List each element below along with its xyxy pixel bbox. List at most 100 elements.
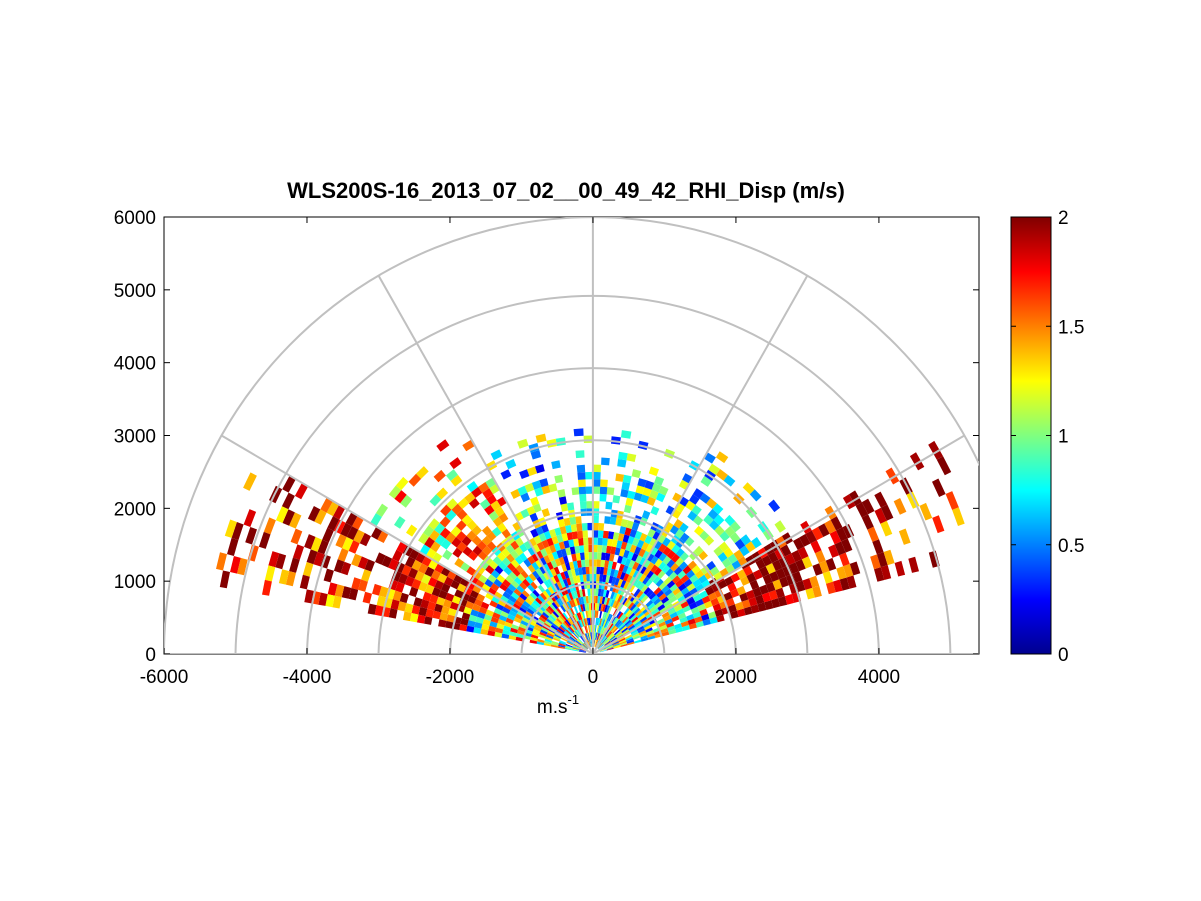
radar-cell (617, 594, 623, 603)
radar-cell (243, 472, 257, 491)
radar-cell (579, 650, 586, 653)
radar-cell (547, 605, 555, 613)
radar-cell (545, 636, 553, 641)
radar-cell (370, 513, 382, 527)
radar-cell (605, 552, 611, 561)
radar-cell (541, 524, 549, 533)
radar-cell (597, 633, 602, 641)
radar-cell (454, 557, 465, 568)
radar-cell (679, 616, 688, 624)
radar-cell (686, 597, 696, 606)
radar-cell (533, 626, 542, 632)
radar-cell (351, 553, 362, 567)
radar-cell (631, 605, 639, 613)
radar-cell (593, 624, 596, 633)
radar-cell (752, 587, 762, 598)
radar-cell (554, 619, 562, 626)
radar-cell (932, 515, 945, 534)
radar-cell (623, 581, 630, 590)
radar-cell (424, 566, 435, 577)
radar-cell (626, 611, 634, 618)
radar-cell (712, 503, 724, 515)
radar-cell (394, 516, 406, 529)
radar-cell (666, 580, 676, 589)
radar-cell (420, 599, 430, 609)
radar-cell (603, 620, 609, 628)
radar-cell (585, 566, 590, 575)
radar-cell (649, 537, 658, 547)
radar-cell (658, 593, 667, 601)
radar-cell (638, 614, 646, 621)
radar-cell (677, 570, 686, 580)
radar-cell (348, 540, 360, 554)
radar-cell (596, 617, 600, 626)
radar-cell (427, 601, 437, 611)
radar-cell (508, 610, 517, 618)
radar-cell (633, 492, 643, 502)
radar-cell (627, 551, 634, 560)
radar-cell (551, 460, 561, 470)
radar-cell (556, 534, 564, 543)
radar-cell (416, 614, 426, 624)
radar-cell (619, 571, 626, 580)
radar-cell (585, 625, 589, 633)
radar-cell (655, 600, 664, 608)
radar-cell (703, 514, 714, 526)
radar-cell (441, 583, 451, 593)
radar-cell (495, 603, 505, 611)
radar-cell (662, 546, 672, 556)
radar-cell (304, 534, 316, 550)
radar-cell (740, 576, 750, 586)
radar-cell (304, 589, 314, 604)
radar-cell (567, 569, 573, 578)
radar-cell (572, 645, 580, 649)
radar-cell (586, 603, 590, 611)
radar-cell (601, 627, 605, 635)
y-tick-label: 1000 (114, 572, 156, 593)
radar-cell (532, 503, 542, 513)
radar-cell (530, 581, 538, 590)
radar-cell (623, 598, 630, 607)
azimuth-spoke (377, 275, 594, 654)
radar-cell (461, 612, 471, 621)
radar-cell (477, 611, 486, 619)
radar-cell (557, 627, 565, 634)
radar-cell (867, 526, 879, 542)
radar-cell (570, 635, 577, 641)
radar-cell (262, 579, 272, 596)
radar-cell (619, 639, 627, 644)
radar-cell (723, 547, 734, 558)
radar-cell (579, 545, 585, 553)
radar-cell (565, 644, 573, 648)
radar-cell (611, 561, 617, 570)
radar-cell (641, 510, 651, 520)
radar-cell (547, 630, 555, 636)
radar-cell (772, 579, 783, 590)
radar-cell (530, 637, 538, 642)
radar-cell (551, 535, 559, 545)
radar-cell (361, 569, 372, 582)
radar-cell (595, 617, 598, 626)
radar-cell (511, 624, 519, 630)
radar-cell (599, 648, 607, 652)
radar-cell (705, 586, 715, 596)
radar-cell (634, 588, 641, 597)
radar-cell (282, 509, 295, 526)
radar-cell (683, 591, 692, 600)
radar-cell (376, 595, 386, 607)
radar-cell (456, 583, 467, 593)
radar-cell (675, 548, 685, 558)
radar-cell (702, 618, 711, 626)
radar-cell (680, 601, 689, 609)
radar-cell (919, 502, 933, 521)
radar-cell (622, 565, 629, 574)
radar-cell (612, 584, 618, 593)
radar-cell (440, 538, 452, 550)
radar-cell (520, 508, 530, 519)
radar-cell (704, 570, 714, 580)
radar-cell (802, 578, 813, 590)
radar-cell (565, 524, 572, 534)
radar-cell (565, 562, 571, 571)
radar-cell (620, 625, 627, 632)
radar-cell (425, 584, 435, 595)
